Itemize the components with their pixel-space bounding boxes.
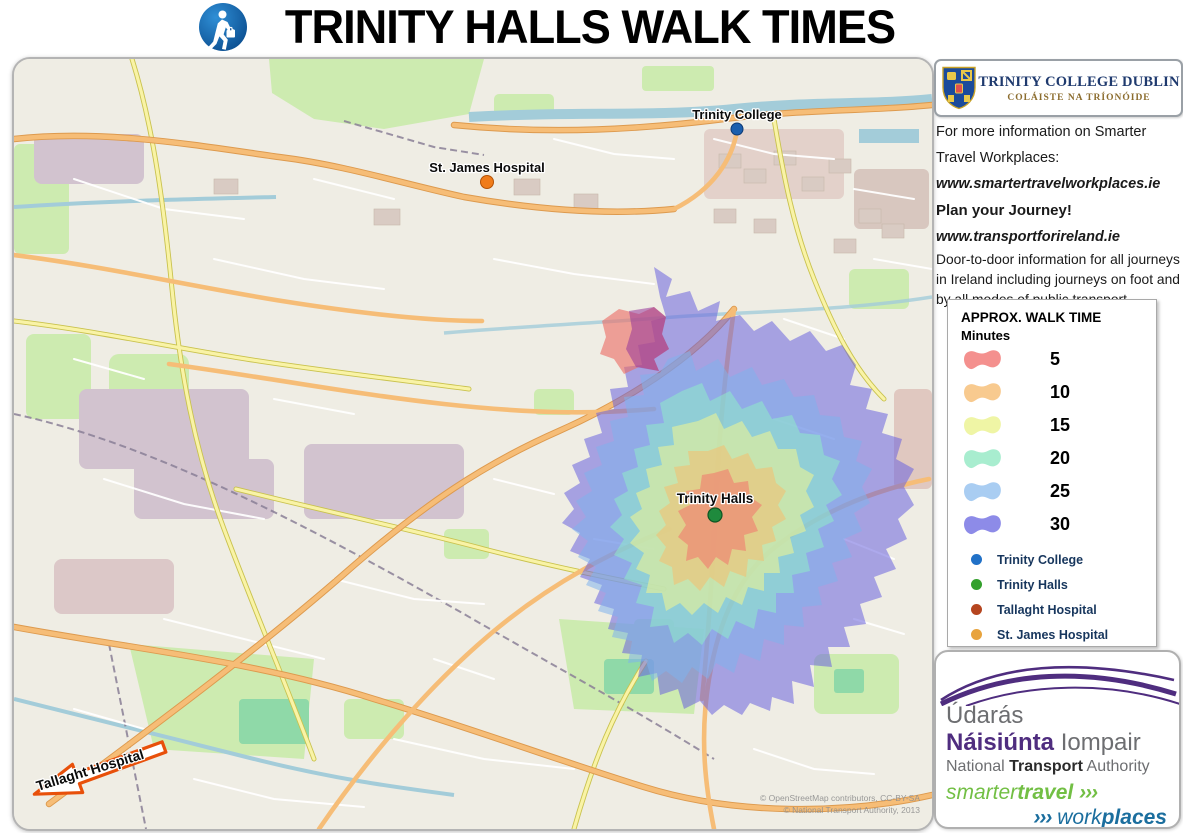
workplaces-line: ››› workplaces xyxy=(946,805,1173,829)
legend-minutes: 20 xyxy=(1050,448,1071,468)
map-attribution-line1: © OpenStreetMap contributors, CC-BY-SA xyxy=(760,793,920,803)
nta-authority: Authority xyxy=(1082,758,1150,775)
st-james-map-label: St. James Hospital xyxy=(429,160,545,175)
walktime-blob-icon xyxy=(964,481,1001,501)
isochrone-north-patch-overlap xyxy=(626,307,669,371)
st-smarter: smarter xyxy=(946,781,1018,804)
tcd-name: TRINITY COLLEGE DUBLIN xyxy=(978,73,1180,90)
nta-transport: Transport xyxy=(1009,758,1083,775)
nta-udaras: Údarás xyxy=(946,702,1024,729)
info-url-smartertravel: www.smartertravelworkplaces.ie xyxy=(936,176,1161,192)
legend-marker-tallaght-hospital: Tallaght Hospital xyxy=(961,597,1156,622)
legend-minutes: 15 xyxy=(1050,415,1071,435)
nta-wordmark: Údarás Náisiúnta Iompair National Transp… xyxy=(946,702,1173,829)
legend-marker-st-james-hospital: St. James Hospital xyxy=(961,622,1156,647)
tcd-subtitle: COLÁISTE NA TRÍONÓIDE xyxy=(1007,92,1151,103)
pedestrian-icon xyxy=(199,3,247,51)
isochrone-overlay xyxy=(562,267,914,715)
legend-title: APPROX. WALK TIME xyxy=(961,310,1102,325)
tallaght-arrow-icon xyxy=(32,740,168,796)
legend-row-30min: 30 xyxy=(961,508,1156,541)
marker-label: St. James Hospital xyxy=(997,627,1109,642)
legend-row-10min: 10 xyxy=(961,376,1156,409)
walktime-blob-icon xyxy=(964,415,1001,435)
info-url-transportforireland: www.transportforireland.ie xyxy=(936,229,1120,245)
legend-marker-trinity-halls: Trinity Halls xyxy=(961,572,1156,597)
marker-label: Trinity Halls xyxy=(997,577,1068,592)
legend-row-25min: 25 xyxy=(961,475,1156,508)
marker-dot-icon xyxy=(971,579,982,590)
st-work: work xyxy=(1057,806,1102,829)
chevron-icon: ››› xyxy=(1079,781,1098,804)
info-block: For more information on Smarter Travel W… xyxy=(936,119,1182,310)
smarter-travel-line: smartertravel ››› xyxy=(946,780,1173,805)
page-title: TRINITY HALLS WALK TIMES xyxy=(284,0,896,53)
trinity-halls-dot xyxy=(707,507,723,523)
nta-iompair: Iompair xyxy=(1054,729,1141,756)
st-james-dot xyxy=(480,175,494,189)
marker-dot-icon xyxy=(971,604,982,615)
nta-naisiunta: Náisiúnta xyxy=(946,729,1055,756)
marker-dot-icon xyxy=(971,554,982,565)
legend-row-5min: 5 xyxy=(961,343,1156,376)
map-attribution-line2: © National Transport Authority, 2013 xyxy=(783,805,920,815)
nta-national: National xyxy=(946,758,1010,775)
map-canvas: Trinity College St. James Hospital Trini… xyxy=(12,57,934,831)
legend-marker-trinity-college: Trinity College xyxy=(961,547,1156,572)
info-plan-your-journey: Plan your Journey! xyxy=(936,202,1072,219)
walktime-blob-icon xyxy=(964,382,1001,402)
nta-logo-card: Údarás Náisiúnta Iompair National Transp… xyxy=(934,650,1181,829)
walk-time-legend: APPROX. WALK TIME Minutes 5 10 15 20 25 … xyxy=(947,299,1157,647)
legend-row-20min: 20 xyxy=(961,442,1156,475)
walktime-blob-icon xyxy=(964,448,1001,468)
nta-swoosh-icon xyxy=(939,665,1179,706)
legend-minutes: 30 xyxy=(1050,514,1071,534)
nta-naisiunta-iompair: Náisiúnta Iompair xyxy=(946,729,1173,756)
trinity-halls-map-label: Trinity Halls xyxy=(677,491,754,506)
trinity-college-dot xyxy=(730,122,744,136)
marker-label: Tallaght Hospital xyxy=(997,602,1097,617)
marker-label: Trinity College xyxy=(997,552,1084,567)
map-railways xyxy=(14,120,715,829)
legend-minutes: 10 xyxy=(1050,382,1071,402)
marker-dot-icon xyxy=(971,629,982,640)
nta-english-line: National Transport Authority xyxy=(946,756,1173,778)
chevron-icon: ››› xyxy=(1033,806,1052,829)
legend-minutes: 5 xyxy=(1050,349,1061,369)
legend-minutes: 25 xyxy=(1050,481,1071,501)
info-line1: For more information on Smarter Travel W… xyxy=(936,124,1147,166)
st-travel: travel xyxy=(1017,781,1074,804)
trinity-college-map-label: Trinity College xyxy=(692,107,782,122)
dock-basin xyxy=(859,129,919,143)
legend-subtitle: Minutes xyxy=(961,328,1011,343)
walktime-blob-icon xyxy=(964,514,1001,534)
legend-row-15min: 15 xyxy=(961,409,1156,442)
st-places: places xyxy=(1101,806,1167,829)
tcd-banner: TRINITY COLLEGE DUBLIN COLÁISTE NA TRÍON… xyxy=(934,59,1183,117)
walktime-blob-icon xyxy=(964,349,1001,369)
map-svg: Trinity College St. James Hospital Trini… xyxy=(14,59,932,829)
tcd-crest-icon xyxy=(942,66,976,110)
